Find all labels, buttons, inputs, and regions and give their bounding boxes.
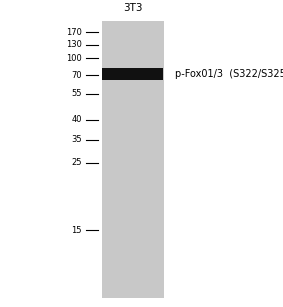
Text: 70: 70	[71, 71, 82, 80]
Text: 15: 15	[72, 226, 82, 235]
Text: 55: 55	[72, 89, 82, 98]
Text: 130: 130	[66, 40, 82, 49]
Text: 3T3: 3T3	[123, 3, 143, 13]
Text: 100: 100	[66, 54, 82, 63]
Bar	[102, 68, 163, 80]
Text: 170: 170	[66, 28, 82, 37]
Text: 40: 40	[72, 115, 82, 124]
Text: 35: 35	[71, 135, 82, 144]
Text: p-Fox01/3  (S322/S325): p-Fox01/3 (S322/S325)	[175, 69, 283, 79]
Text: 25: 25	[72, 158, 82, 167]
Bar	[102, 21, 164, 298]
